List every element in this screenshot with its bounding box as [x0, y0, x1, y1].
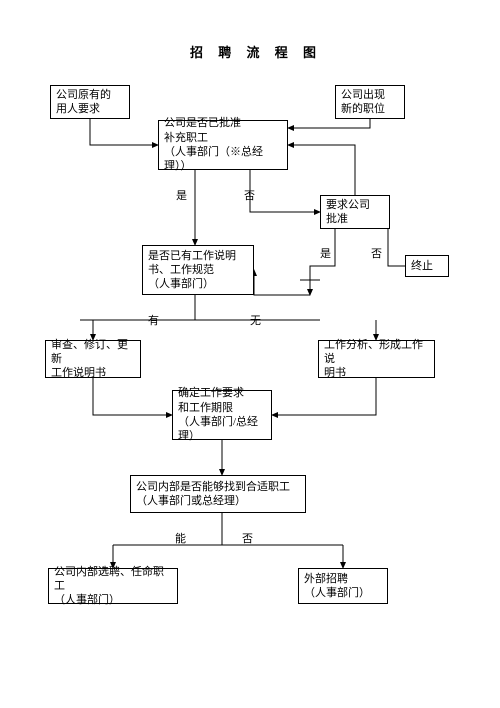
node-n3: 公司是否已批准 补充职工 （人事部门（※总经理）） [158, 120, 288, 170]
node-n9: 确定工作要求 和工作期限 （人事部门/总经理） [172, 390, 272, 440]
edge-3 [250, 170, 320, 212]
edge-label-2: 是 [320, 245, 331, 261]
edge-label-1: 否 [244, 187, 255, 203]
node-n12: 外部招聘 （人事部门） [298, 568, 388, 604]
flowchart-canvas: 招 聘 流 程 图 公司原有的 用人要求 公司出现 新的职位公司是否已批准 补充职… [0, 0, 500, 708]
edge-label-4: 有 [148, 312, 159, 328]
edge-label-0: 是 [176, 187, 187, 203]
node-n8: 工作分析、形成工作说 明书 [318, 340, 435, 378]
edge-15 [93, 378, 172, 415]
edge-4 [288, 145, 355, 195]
node-n6: 终止 [405, 255, 449, 277]
edge-10 [254, 270, 310, 295]
page-title: 招 聘 流 程 图 [190, 42, 322, 61]
node-n7: 审查、修订、更新 工作说明书 [45, 340, 141, 378]
edge-label-3: 否 [371, 245, 382, 261]
node-n5: 是否已有工作说明 书、工作规范 （人事部门） [142, 245, 254, 295]
node-n11: 公司内部选聘、任命职工 （人事部门） [48, 568, 178, 604]
node-n10: 公司内部是否能够找到合适职工 （人事部门或总经理） [130, 475, 306, 513]
edge-16 [272, 378, 376, 415]
node-n4: 要求公司 批准 [320, 195, 390, 229]
edge-0 [90, 119, 158, 145]
edge-label-7: 否 [242, 530, 253, 546]
edge-label-6: 能 [175, 530, 186, 546]
node-n1: 公司原有的 用人要求 [50, 85, 130, 119]
edge-1 [288, 119, 370, 128]
edge-label-5: 无 [250, 312, 261, 328]
node-n2: 公司出现 新的职位 [335, 85, 405, 119]
